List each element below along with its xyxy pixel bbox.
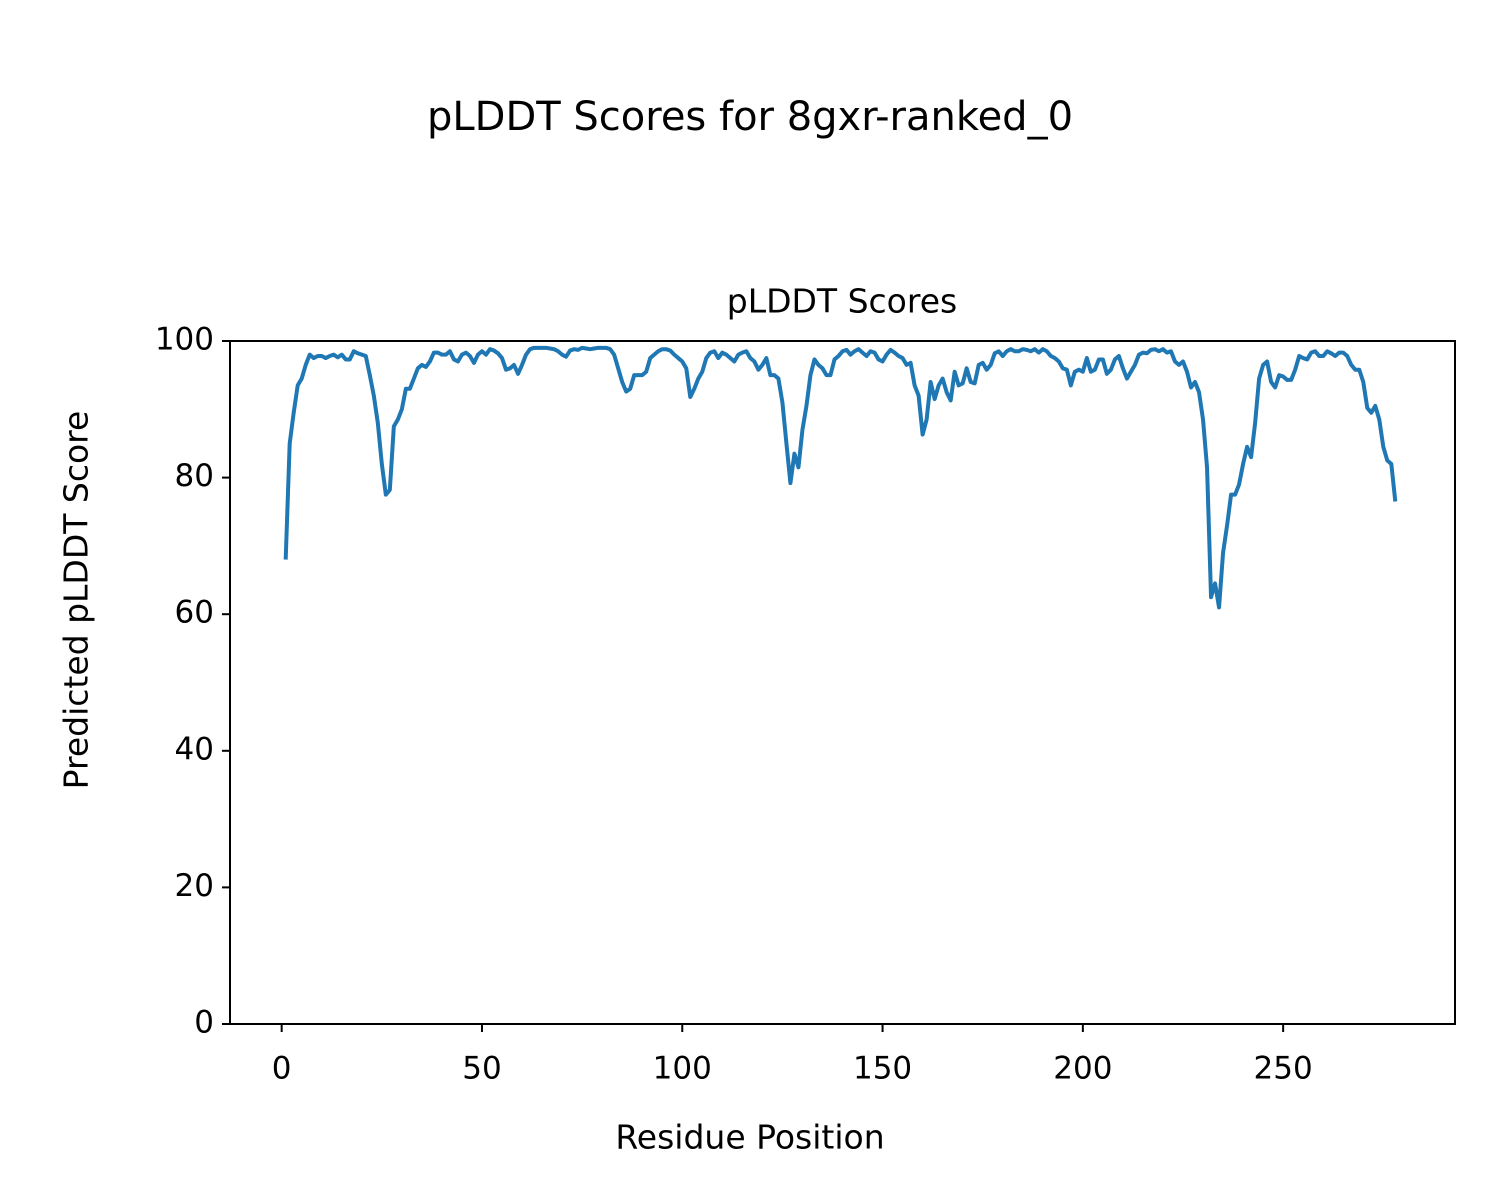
x-axis-label: Residue Position (615, 1118, 884, 1157)
x-tick-label: 50 (462, 1051, 501, 1087)
y-tick-label: 0 (194, 1005, 214, 1041)
x-tick-label: 100 (653, 1051, 712, 1087)
x-tick-label: 250 (1254, 1051, 1313, 1087)
y-axis-label: Predicted pLDDT Score (57, 411, 96, 790)
y-tick-label: 20 (175, 868, 214, 904)
x-tick-label: 0 (272, 1051, 292, 1087)
y-tick-label: 80 (175, 458, 214, 494)
y-tick-label: 40 (175, 731, 214, 767)
x-tick-label: 150 (853, 1051, 912, 1087)
figure-title: pLDDT Scores for 8gxr-ranked_0 (427, 94, 1073, 140)
data-line (283, 345, 1398, 610)
plot-frame (229, 340, 1456, 1025)
x-tick-label: 200 (1053, 1051, 1112, 1087)
y-tick-label: 100 (155, 322, 214, 358)
y-tick-label: 60 (175, 595, 214, 631)
axes-title: pLDDT Scores (727, 282, 957, 321)
